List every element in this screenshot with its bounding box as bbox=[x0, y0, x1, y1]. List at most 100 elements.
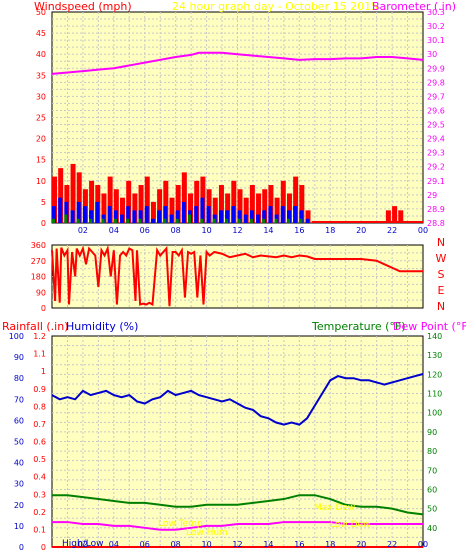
wind-bar bbox=[113, 210, 118, 223]
wind-bar bbox=[280, 180, 286, 223]
barometer-tick-label: 29.3 bbox=[427, 149, 445, 158]
wind-bar bbox=[299, 210, 304, 223]
rainfall-tick-label: 0.7 bbox=[33, 420, 46, 429]
temperature-tick-label: 140 bbox=[427, 332, 442, 341]
wind-bar bbox=[256, 214, 261, 223]
humidity-tick-label: 0 bbox=[19, 543, 24, 552]
wind-bar bbox=[280, 206, 285, 223]
humidity-tick-label: 100 bbox=[9, 332, 24, 341]
wind-bar bbox=[293, 206, 298, 223]
wind-bar bbox=[299, 185, 305, 223]
rainfall-tick-label: 0.2 bbox=[33, 508, 46, 517]
humidity-tick-label: 30 bbox=[14, 480, 24, 489]
dewpoint-axis-label: Dew Point (°F) bbox=[393, 320, 466, 333]
temperature-tick-label: 60 bbox=[427, 485, 437, 494]
windspeed-tick-label: 10 bbox=[36, 177, 46, 186]
rainfall-tick-label: 1.1 bbox=[33, 350, 46, 359]
humidity-tick-label: 20 bbox=[14, 501, 24, 510]
wind-bar bbox=[138, 185, 144, 223]
compass-label: N bbox=[437, 300, 445, 313]
wind-bar bbox=[249, 185, 255, 223]
wind-bar bbox=[286, 218, 290, 223]
time-tick-label: 20 bbox=[356, 226, 366, 235]
wind-bar bbox=[194, 206, 199, 223]
temperature-grid bbox=[52, 336, 423, 547]
temperature-time-axis-ticks: 02 04 06 08 10 12 14 16 18 20 22 00 bbox=[78, 540, 428, 549]
barometer-axis-label: Barometer (.in) bbox=[372, 0, 456, 13]
wind-bar bbox=[188, 193, 194, 223]
time-tick-label: 00 bbox=[418, 540, 428, 549]
low-temp-marker: Low Temp bbox=[158, 519, 203, 529]
temperature-tick-label: 50 bbox=[427, 505, 437, 514]
time-tick-label: 18 bbox=[325, 226, 335, 235]
wind-bar bbox=[218, 185, 224, 223]
windspeed-tick-label: 45 bbox=[36, 29, 46, 38]
wind-bar bbox=[89, 218, 93, 223]
wind-bar bbox=[150, 218, 155, 223]
barometer-axis-ticks: 28.8 28.9 29 29.1 29.2 29.3 29.4 29.5 29.6 29.7 29… bbox=[427, 8, 445, 228]
barometer-tick-label: 30.3 bbox=[427, 8, 445, 17]
wind-bar bbox=[52, 218, 55, 223]
rainfall-tick-label: 0 bbox=[41, 543, 46, 552]
direction-tick-label: 360 bbox=[31, 241, 46, 250]
high-low-label: High/Low bbox=[62, 539, 103, 549]
wind-bar bbox=[89, 210, 94, 223]
time-tick-label: 14 bbox=[263, 540, 273, 549]
temperature-axis-label: Temperature (°F) bbox=[311, 320, 406, 333]
wind-bar bbox=[132, 193, 138, 223]
barometer-tick-label: 29.9 bbox=[427, 64, 445, 73]
windspeed-tick-label: 40 bbox=[36, 50, 46, 59]
rainfall-axis-ticks: 0 0.1 0.2 0.3 0.4 0.5 0.6 0.7 0.8 0.9 1 1.1 1.2 bbox=[33, 332, 46, 552]
wind-bar bbox=[256, 193, 262, 223]
compass-label: S bbox=[438, 268, 445, 281]
wind-bar bbox=[305, 210, 311, 223]
rainfall-tick-label: 0.3 bbox=[33, 490, 46, 499]
wind-bar bbox=[274, 218, 278, 223]
humidity-tick-label: 90 bbox=[14, 353, 24, 362]
wind-bar bbox=[237, 218, 241, 223]
barometer-tick-label: 29.8 bbox=[427, 78, 445, 87]
wind-bar bbox=[70, 163, 76, 223]
time-tick-label: 12 bbox=[232, 226, 242, 235]
temperature-axis-ticks: 40 50 60 70 80 90 100 110 120 130 140 bbox=[427, 332, 442, 533]
wind-bar bbox=[163, 180, 169, 223]
time-tick-label: 00 bbox=[418, 226, 428, 235]
wind-bar bbox=[200, 218, 204, 223]
wind-bar bbox=[150, 201, 156, 223]
wind-bar bbox=[212, 197, 218, 223]
wind-bar bbox=[398, 210, 404, 223]
time-tick-label: 10 bbox=[201, 540, 211, 549]
barometer-tick-label: 29.2 bbox=[427, 163, 445, 172]
wind-bar bbox=[144, 206, 149, 223]
wind-bar bbox=[76, 172, 82, 223]
wind-bar bbox=[194, 180, 200, 223]
direction-tick-label: 270 bbox=[31, 257, 46, 266]
wind-bar bbox=[231, 180, 237, 223]
wind-bar bbox=[392, 206, 398, 223]
wind-bar bbox=[169, 197, 175, 223]
wind-bar bbox=[175, 218, 179, 223]
humidity-tick-label: 60 bbox=[14, 416, 24, 425]
humidity-axis-ticks: 0 10 20 30 40 50 60 70 80 90 100 bbox=[9, 332, 24, 552]
time-tick-label: 22 bbox=[387, 540, 397, 549]
direction-tick-label: 90 bbox=[36, 288, 46, 297]
wind-bar bbox=[58, 168, 64, 223]
temperature-tick-label: 40 bbox=[427, 524, 437, 533]
wind-bar bbox=[76, 218, 80, 223]
wind-bar bbox=[101, 218, 105, 223]
windspeed-tick-label: 35 bbox=[36, 71, 46, 80]
wind-bar bbox=[70, 210, 75, 223]
rainfall-tick-label: 0.5 bbox=[33, 455, 46, 464]
wind-bar bbox=[225, 193, 231, 223]
wind-bar bbox=[231, 206, 236, 223]
wind-bar bbox=[169, 214, 174, 223]
wind-bar bbox=[262, 189, 268, 223]
rainfall-tick-label: 1 bbox=[41, 367, 46, 376]
time-tick-label: 20 bbox=[356, 540, 366, 549]
direction-tick-label: 0 bbox=[41, 304, 46, 313]
wind-bar bbox=[64, 214, 68, 223]
wind-bars bbox=[52, 163, 423, 223]
humidity-line bbox=[51, 373, 424, 426]
